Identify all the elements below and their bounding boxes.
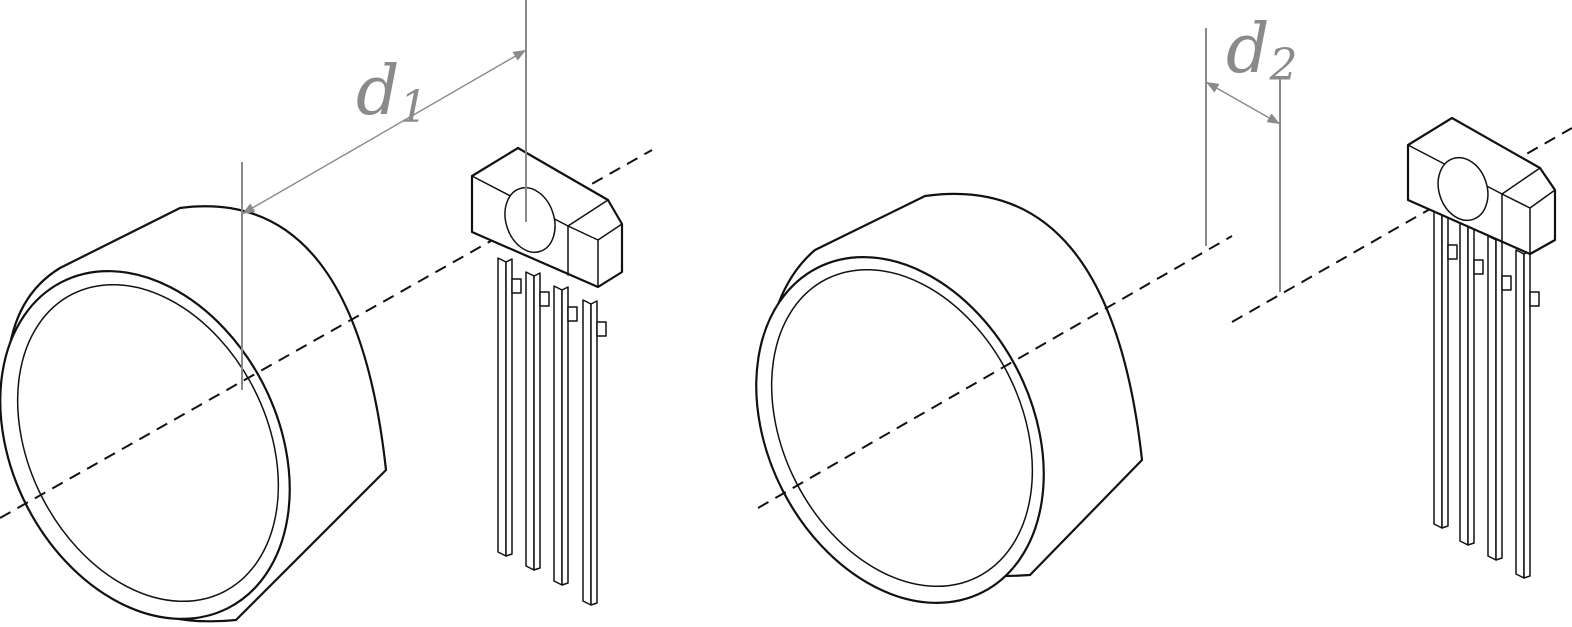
left-hall-sensor <box>470 146 624 606</box>
left-sensor-leads <box>497 257 607 606</box>
right-sensor-hole <box>1437 156 1489 222</box>
right-sensor-leads <box>1433 207 1540 579</box>
d1-dimension-arrow <box>241 49 527 215</box>
d1-label: d1 <box>356 52 428 133</box>
dimension-d1: d1 <box>241 0 527 390</box>
d2-label: d2 <box>1226 10 1298 91</box>
d2-dimension-arrow <box>1205 81 1281 125</box>
left-magnet-cylinder <box>0 205 388 623</box>
right-scene: d2 <box>755 10 1572 604</box>
left-scene: d1 <box>0 0 653 623</box>
right-magnet-cylinder <box>755 192 1144 604</box>
dimension-d2: d2 <box>1205 10 1298 292</box>
right-sensing-axis-magnet <box>757 235 1233 509</box>
right-hall-sensor <box>1406 116 1557 579</box>
